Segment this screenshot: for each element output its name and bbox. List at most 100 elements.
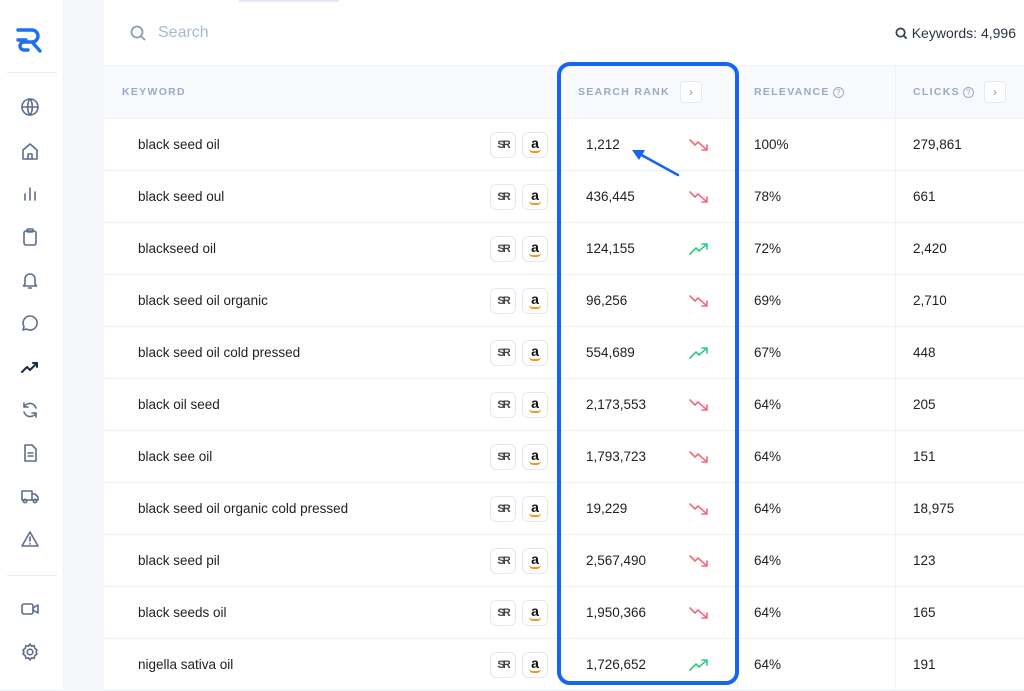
sr-lookup-button[interactable]: SR <box>490 340 516 366</box>
search-rank-value: 19,229 <box>586 501 628 516</box>
table-row[interactable]: black seed oil SR a 1,212 100% 279,861 <box>104 119 1024 171</box>
bell-icon <box>22 273 38 289</box>
search-rank-value: 1,726,652 <box>586 657 647 672</box>
column-keyword[interactable]: KEYWORD <box>122 86 186 98</box>
expand-clicks-button[interactable]: › <box>983 81 1006 103</box>
keyword-text: black seed pil <box>138 553 220 568</box>
nav-globe[interactable] <box>18 95 42 119</box>
sidebar <box>0 0 64 689</box>
nav-refresh[interactable] <box>18 398 42 422</box>
table-row[interactable]: black seed oil organic cold pressed SR a … <box>104 483 1024 535</box>
search-icon <box>895 26 907 39</box>
amazon-search-button[interactable]: a <box>522 184 548 210</box>
clicks-value: 2,710 <box>913 293 947 308</box>
nav-trending-up[interactable] <box>18 355 42 379</box>
sr-lookup-button[interactable]: SR <box>490 548 516 574</box>
keyword-text: black seed oil <box>138 137 220 152</box>
nav-truck[interactable] <box>18 484 42 508</box>
table-row[interactable]: black seed oil organic SR a 96,256 69% 2,… <box>104 275 1024 327</box>
table-header: KEYWORD SEARCH RANK › RELEVANCE? CLICKS? › <box>104 66 1024 119</box>
table-row[interactable]: black seed pil SR a 2,567,490 64% 123 <box>104 535 1024 587</box>
trend-up-icon <box>688 345 710 361</box>
nav-warning[interactable] <box>18 527 42 551</box>
clicks-value: 151 <box>913 449 936 464</box>
search-rank-value: 1,950,366 <box>586 605 647 620</box>
keyword-text: blackseed oil <box>138 241 217 256</box>
relevance-value: 67% <box>754 345 782 360</box>
amazon-search-button[interactable]: a <box>522 340 548 366</box>
relevance-value: 64% <box>754 657 782 672</box>
relevance-value: 100% <box>754 137 789 152</box>
bar-chart-icon <box>24 187 36 201</box>
nav-gear[interactable] <box>18 640 42 664</box>
search-rank-value: 124,155 <box>586 241 635 256</box>
search-placeholder: Search <box>158 24 209 41</box>
column-clicks[interactable]: CLICKS <box>913 86 960 98</box>
sr-lookup-button[interactable]: SR <box>490 652 516 678</box>
relevance-value: 69% <box>754 293 782 308</box>
nav-document[interactable] <box>18 441 42 465</box>
table-row[interactable]: nigella sativa oil SR a 1,726,652 64% 191 <box>104 639 1024 691</box>
sr-lookup-button[interactable]: SR <box>490 392 516 418</box>
help-icon[interactable]: ? <box>832 86 844 98</box>
chat-icon <box>22 315 38 331</box>
keyword-text: black seed oil organic <box>138 293 268 308</box>
amazon-search-button[interactable]: a <box>522 496 548 522</box>
amazon-search-button[interactable]: a <box>522 652 548 678</box>
search-rank-value: 1,212 <box>586 137 620 152</box>
nav-video[interactable] <box>18 597 42 621</box>
trend-down-icon <box>688 137 710 153</box>
amazon-search-button[interactable]: a <box>522 288 548 314</box>
search-rank-value: 96,256 <box>586 293 628 308</box>
trend-down-icon <box>688 501 710 517</box>
relevance-value: 64% <box>754 605 782 620</box>
sr-lookup-button[interactable]: SR <box>490 184 516 210</box>
sr-lookup-button[interactable]: SR <box>490 236 516 262</box>
expand-search-rank-button[interactable]: › <box>679 81 702 103</box>
relevance-value: 64% <box>754 553 782 568</box>
nav-bar-chart[interactable] <box>18 182 42 206</box>
main-panel: Search Keywords: 4,996 KEYWORD SEARCH RA… <box>104 0 1024 691</box>
sr-lookup-button[interactable]: SR <box>490 132 516 158</box>
amazon-search-button[interactable]: a <box>522 548 548 574</box>
table-row[interactable]: black seeds oil SR a 1,950,366 64% 165 <box>104 587 1024 639</box>
table-row[interactable]: black seed oil cold pressed SR a 554,689 … <box>104 327 1024 379</box>
search-input[interactable]: Search <box>130 24 209 42</box>
sr-lookup-button[interactable]: SR <box>490 496 516 522</box>
table-row[interactable]: black seed oul SR a 436,445 78% 661 <box>104 171 1024 223</box>
sr-lookup-button[interactable]: SR <box>490 600 516 626</box>
help-icon[interactable]: ? <box>962 86 974 98</box>
nav-chat[interactable] <box>18 311 42 335</box>
trend-down-icon <box>688 293 710 309</box>
amazon-search-button[interactable]: a <box>522 444 548 470</box>
clicks-value: 2,420 <box>913 241 947 256</box>
annotation-arrow <box>632 150 680 177</box>
clipboard-icon <box>23 228 37 246</box>
column-relevance[interactable]: RELEVANCE <box>754 86 830 98</box>
table-row[interactable]: black oil seed SR a 2,173,553 64% 205 <box>104 379 1024 431</box>
trend-down-icon <box>688 605 710 621</box>
search-rank-value: 436,445 <box>586 189 635 204</box>
amazon-search-button[interactable]: a <box>522 392 548 418</box>
search-rank-value: 554,689 <box>586 345 635 360</box>
column-search-rank[interactable]: SEARCH RANK <box>578 86 670 98</box>
relevance-value: 64% <box>754 501 782 516</box>
sr-lookup-button[interactable]: SR <box>490 444 516 470</box>
table-row[interactable]: blackseed oil SR a 124,155 72% 2,420 <box>104 223 1024 275</box>
nav-home[interactable] <box>18 139 42 163</box>
table-row[interactable]: black see oil SR a 1,793,723 64% 151 <box>104 431 1024 483</box>
trend-up-icon <box>688 657 710 673</box>
warning-icon <box>21 531 39 547</box>
amazon-search-button[interactable]: a <box>522 132 548 158</box>
nav-clipboard[interactable] <box>18 225 42 249</box>
sr-lookup-button[interactable]: SR <box>490 288 516 314</box>
trending-up-icon <box>21 362 38 373</box>
logo[interactable] <box>14 26 44 54</box>
amazon-search-button[interactable]: a <box>522 600 548 626</box>
keyword-text: black see oil <box>138 449 213 464</box>
nav-bell[interactable] <box>18 268 42 292</box>
clicks-value: 123 <box>913 553 936 568</box>
keyword-count: Keywords: 4,996 <box>895 25 1016 41</box>
trend-up-icon <box>688 241 710 257</box>
amazon-search-button[interactable]: a <box>522 236 548 262</box>
